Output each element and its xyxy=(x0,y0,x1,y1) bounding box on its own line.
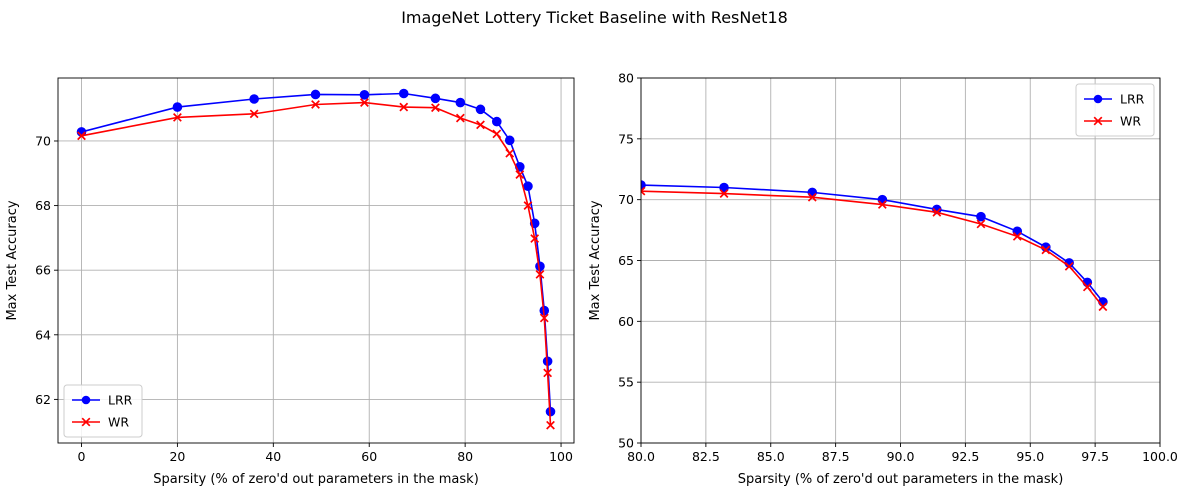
data-point-wr xyxy=(399,102,409,112)
series-line-wr xyxy=(641,190,1104,308)
data-point-wr xyxy=(476,120,485,130)
axes-frame xyxy=(640,77,1161,444)
data-point-wr xyxy=(173,113,182,122)
data-point-wr xyxy=(1012,232,1022,241)
data-point-lrr xyxy=(523,181,533,192)
y-tick-label: 75 xyxy=(618,131,634,146)
legend: LRR WR xyxy=(1075,83,1155,137)
y-tick-label: 66 xyxy=(35,263,51,278)
series-lrr xyxy=(76,88,556,417)
data-point-wr xyxy=(807,192,817,202)
y-axis-label: Max Test Accuracy xyxy=(5,200,20,320)
y-tick-label: 70 xyxy=(35,133,51,148)
y-tick-label: 55 xyxy=(618,375,634,390)
data-point-wr xyxy=(535,269,545,279)
y-tick-label: 80 xyxy=(618,71,634,86)
data-point-lrr xyxy=(475,104,486,115)
data-point-lrr xyxy=(719,182,729,193)
data-point-wr xyxy=(515,170,525,179)
data-point-wr xyxy=(492,129,502,139)
x-tick-label: 87.5 xyxy=(822,449,850,464)
data-point-wr xyxy=(932,207,942,217)
data-point-wr xyxy=(543,368,553,378)
data-point-wr xyxy=(431,103,440,113)
data-point-wr xyxy=(523,201,533,210)
x-tick-label: 85.0 xyxy=(757,449,785,464)
axes-frame xyxy=(57,77,575,444)
data-point-lrr xyxy=(976,211,986,222)
data-point-wr xyxy=(976,219,986,229)
data-point-lrr xyxy=(430,93,441,104)
chart-left: 0 20 40 60 80 100 62 64 66 68 70 Sparsity (% of zer… xyxy=(5,77,575,487)
y-axis-label: Max Test Accuracy xyxy=(588,200,603,320)
data-point-lrr xyxy=(455,97,466,108)
legend-marker xyxy=(1093,116,1103,126)
x-axis-label: Sparsity (% of zero'd out parameters in … xyxy=(153,472,479,487)
y-tick-label: 70 xyxy=(618,192,634,207)
legend-label: WR xyxy=(108,415,129,430)
legend-marker xyxy=(81,395,91,405)
legend-label: LRR xyxy=(108,393,133,408)
data-point-lrr xyxy=(172,102,183,112)
data-point-lrr xyxy=(310,89,321,100)
grid xyxy=(58,78,574,443)
data-point-wr xyxy=(719,189,729,198)
x-axis-label: Sparsity (% of zero'd out parameters in … xyxy=(738,472,1064,487)
data-point-lrr xyxy=(491,116,502,127)
x-tick-label: 95.0 xyxy=(1016,449,1044,464)
x-tick-label: 40 xyxy=(265,449,281,464)
legend: LRR WR xyxy=(63,384,143,438)
x-tick-label: 100 xyxy=(549,449,573,464)
data-point-wr xyxy=(530,234,540,243)
legend-marker xyxy=(81,417,91,427)
figure-title: ImageNet Lottery Ticket Baseline with Re… xyxy=(401,8,788,27)
series-wr xyxy=(641,186,1108,312)
data-point-wr xyxy=(641,186,646,196)
y-tick-label: 50 xyxy=(618,436,634,451)
y-tick-label: 64 xyxy=(35,327,51,342)
x-tick-label: 100.0 xyxy=(1142,449,1178,464)
chart-right: 80.0 82.5 85.0 87.5 90.0 92.5 95.0 97.5 100.0 50 5… xyxy=(588,71,1178,488)
x-tick-label: 0 xyxy=(78,449,86,464)
data-point-wr xyxy=(546,420,555,430)
legend-label: LRR xyxy=(1120,92,1145,107)
y-tick-label: 65 xyxy=(618,253,634,268)
legend-label: WR xyxy=(1120,114,1141,129)
x-tick-label: 90.0 xyxy=(887,449,915,464)
series-wr xyxy=(77,98,555,430)
data-point-lrr xyxy=(359,89,370,100)
y-tick-label: 60 xyxy=(618,314,634,329)
data-point-wr xyxy=(1082,282,1092,292)
data-point-wr xyxy=(505,148,515,158)
data-point-wr xyxy=(877,200,887,209)
x-tick-label: 60 xyxy=(361,449,377,464)
data-point-wr xyxy=(249,109,259,119)
y-tick-label: 62 xyxy=(35,392,51,407)
series-line-wr xyxy=(81,101,552,426)
x-tick-label: 82.5 xyxy=(692,449,720,464)
x-tick-label: 97.5 xyxy=(1081,449,1109,464)
data-point-lrr xyxy=(398,88,409,99)
x-tick-label: 20 xyxy=(169,449,185,464)
data-point-lrr xyxy=(504,135,515,146)
data-point-wr xyxy=(455,113,465,123)
data-point-wr xyxy=(1098,302,1108,312)
y-tick-label: 68 xyxy=(35,198,51,213)
data-point-wr xyxy=(311,100,320,109)
data-point-wr xyxy=(360,98,369,107)
legend-marker xyxy=(1093,94,1103,104)
x-tick-label: 80 xyxy=(457,449,473,464)
x-tick-label: 80.0 xyxy=(627,449,655,464)
data-point-wr xyxy=(1064,261,1074,271)
x-tick-label: 92.5 xyxy=(951,449,979,464)
data-point-wr xyxy=(77,131,86,141)
data-point-wr xyxy=(539,313,549,323)
data-point-lrr xyxy=(249,94,259,104)
data-point-wr xyxy=(1041,245,1051,255)
